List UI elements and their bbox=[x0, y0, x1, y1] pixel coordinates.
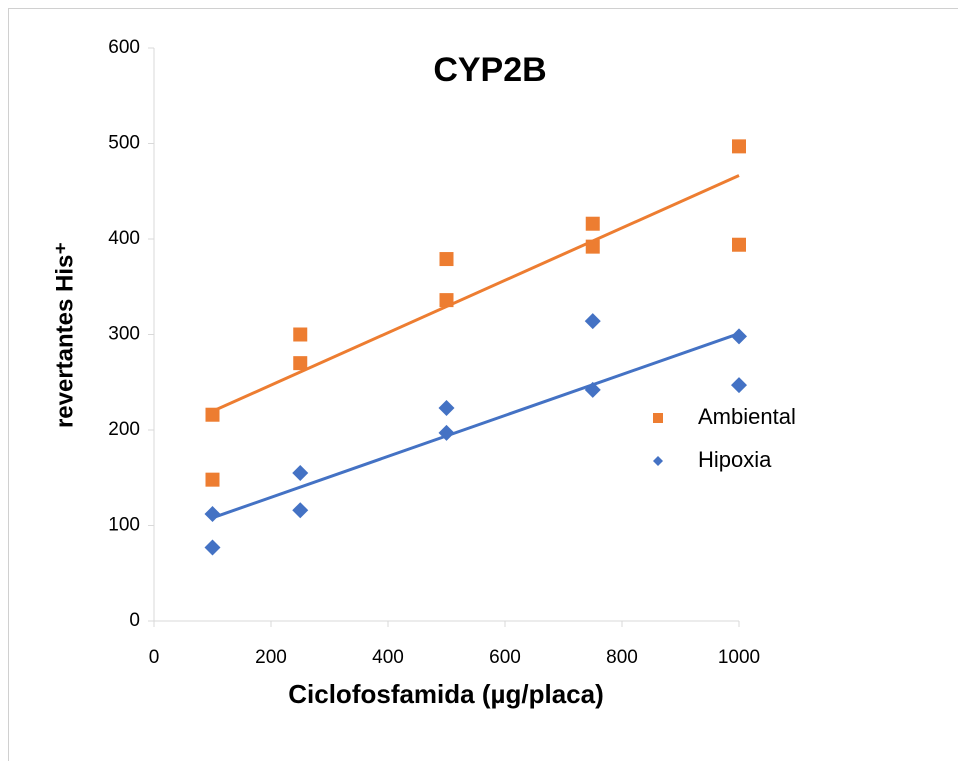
y-axis-label: revertantes His⁺ bbox=[51, 242, 78, 428]
point bbox=[439, 293, 454, 308]
x-axis-label: Ciclofosfamida (µg/placa) bbox=[288, 679, 603, 709]
point bbox=[205, 407, 220, 422]
point bbox=[438, 424, 455, 441]
point bbox=[205, 472, 220, 487]
x-tick-label: 800 bbox=[606, 647, 638, 668]
point bbox=[438, 400, 455, 417]
y-tick-label: 300 bbox=[108, 324, 140, 345]
x-tick-label: 0 bbox=[149, 647, 160, 668]
point bbox=[732, 237, 746, 252]
chart-title: CYP2B bbox=[433, 51, 546, 89]
y-tick-label: 500 bbox=[108, 133, 140, 154]
x-tick-label: 200 bbox=[255, 647, 287, 668]
trendline bbox=[212, 332, 740, 520]
y-tick-label: 600 bbox=[108, 37, 140, 58]
point bbox=[292, 502, 309, 519]
y-tick-label: 400 bbox=[108, 228, 140, 249]
point bbox=[731, 328, 747, 345]
legend-label: Ambiental bbox=[698, 404, 796, 429]
x-tick-label: 1000 bbox=[718, 647, 760, 668]
x-tick-label: 600 bbox=[489, 647, 521, 668]
y-tick-label: 200 bbox=[108, 419, 140, 440]
point bbox=[204, 506, 221, 523]
point bbox=[585, 239, 600, 254]
point bbox=[293, 327, 308, 342]
point bbox=[732, 139, 746, 154]
y-tick-label: 100 bbox=[108, 515, 140, 536]
y-tick-label: 0 bbox=[129, 610, 140, 631]
point bbox=[584, 313, 601, 330]
legend-marker bbox=[653, 456, 663, 466]
point bbox=[585, 216, 600, 231]
point bbox=[293, 356, 308, 371]
point bbox=[204, 539, 221, 556]
chart-border bbox=[8, 8, 958, 761]
x-tick-label: 400 bbox=[372, 647, 404, 668]
point bbox=[584, 381, 601, 398]
trendline bbox=[211, 174, 740, 413]
point bbox=[439, 252, 454, 267]
point bbox=[292, 464, 309, 481]
point bbox=[731, 377, 747, 394]
legend-marker bbox=[653, 413, 663, 423]
legend-label: Hipoxia bbox=[698, 447, 772, 472]
